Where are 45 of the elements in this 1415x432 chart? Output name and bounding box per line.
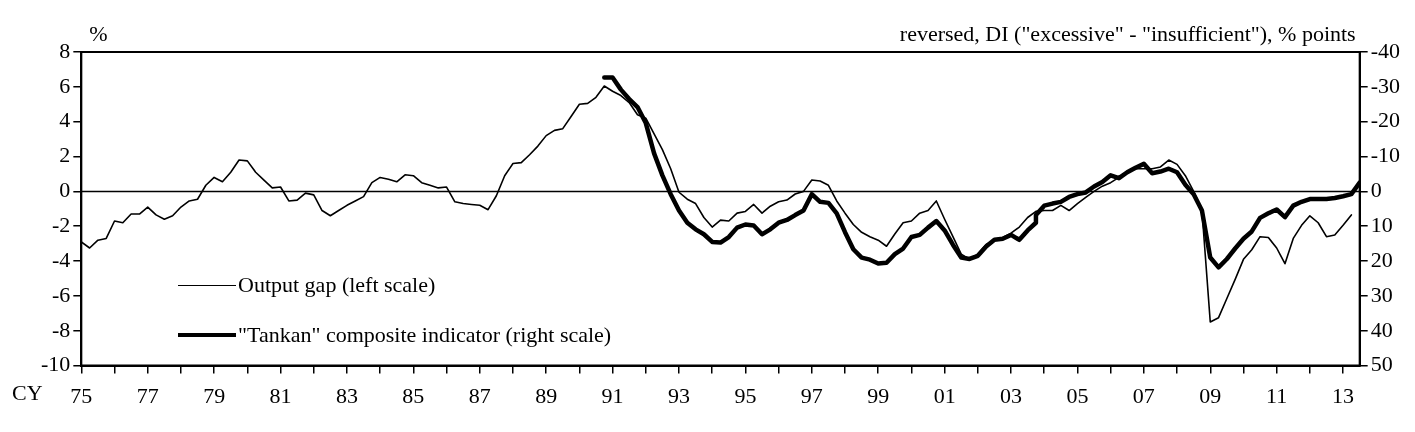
legend-label: "Tankan" composite indicator (right scale) — [238, 322, 612, 348]
y-tick-label: -6 — [52, 281, 71, 307]
y-tick-label: 8 — [59, 37, 71, 63]
legend-label: Output gap (left scale) — [238, 272, 436, 298]
y2-tick-label: -40 — [1370, 37, 1400, 63]
x-tick-label: 01 — [933, 382, 956, 408]
x-tick-label: 09 — [1199, 382, 1222, 408]
x-tick-label: 05 — [1066, 382, 1089, 408]
y2-tick-label: 20 — [1370, 246, 1393, 272]
y-tick-label: 0 — [59, 177, 71, 203]
x-tick-label: 95 — [734, 382, 757, 408]
y-tick-label: 6 — [59, 72, 71, 98]
y-tick-label: -10 — [41, 351, 71, 377]
x-tick-label: 75 — [70, 382, 93, 408]
y-tick-label: 4 — [59, 107, 71, 133]
y-tick-label: -8 — [52, 316, 71, 342]
x-tick-label: 07 — [1132, 382, 1155, 408]
x-tick-label: 91 — [601, 382, 624, 408]
y2-tick-label: 40 — [1370, 316, 1393, 342]
x-tick-label: 77 — [136, 382, 159, 408]
x-tick-label: 83 — [335, 382, 358, 408]
x-tick-label: 85 — [402, 382, 425, 408]
x-tick-label: 13 — [1332, 382, 1355, 408]
y2-tick-label: 30 — [1370, 281, 1393, 307]
y2-tick-label: 0 — [1370, 177, 1382, 203]
y2-tick-label: -30 — [1370, 72, 1400, 98]
y-tick-label: -4 — [52, 246, 71, 272]
y2-tick-label: 10 — [1370, 212, 1393, 237]
x-tick-label: 97 — [800, 382, 823, 408]
x-tick-label: 03 — [1000, 382, 1023, 408]
y2-tick-label: -20 — [1370, 107, 1400, 133]
y-axis-title: % — [89, 20, 108, 46]
x-axis-title: CY — [12, 380, 43, 406]
x-tick-label: 11 — [1266, 382, 1288, 408]
x-tick-label: 79 — [203, 382, 226, 408]
x-tick-label: 99 — [867, 382, 890, 408]
y-tick-label: -2 — [52, 212, 71, 237]
x-tick-label: 93 — [668, 382, 690, 408]
x-tick-label: 81 — [269, 382, 292, 408]
y-tick-label: 2 — [59, 142, 71, 168]
x-tick-label: 87 — [468, 382, 491, 408]
y2-axis-title: reversed, DI ("excessive" - "insufficient"), % points — [899, 20, 1356, 46]
y2-tick-label: -10 — [1370, 142, 1400, 168]
y2-tick-label: 50 — [1370, 351, 1393, 377]
x-tick-label: 89 — [535, 382, 558, 408]
